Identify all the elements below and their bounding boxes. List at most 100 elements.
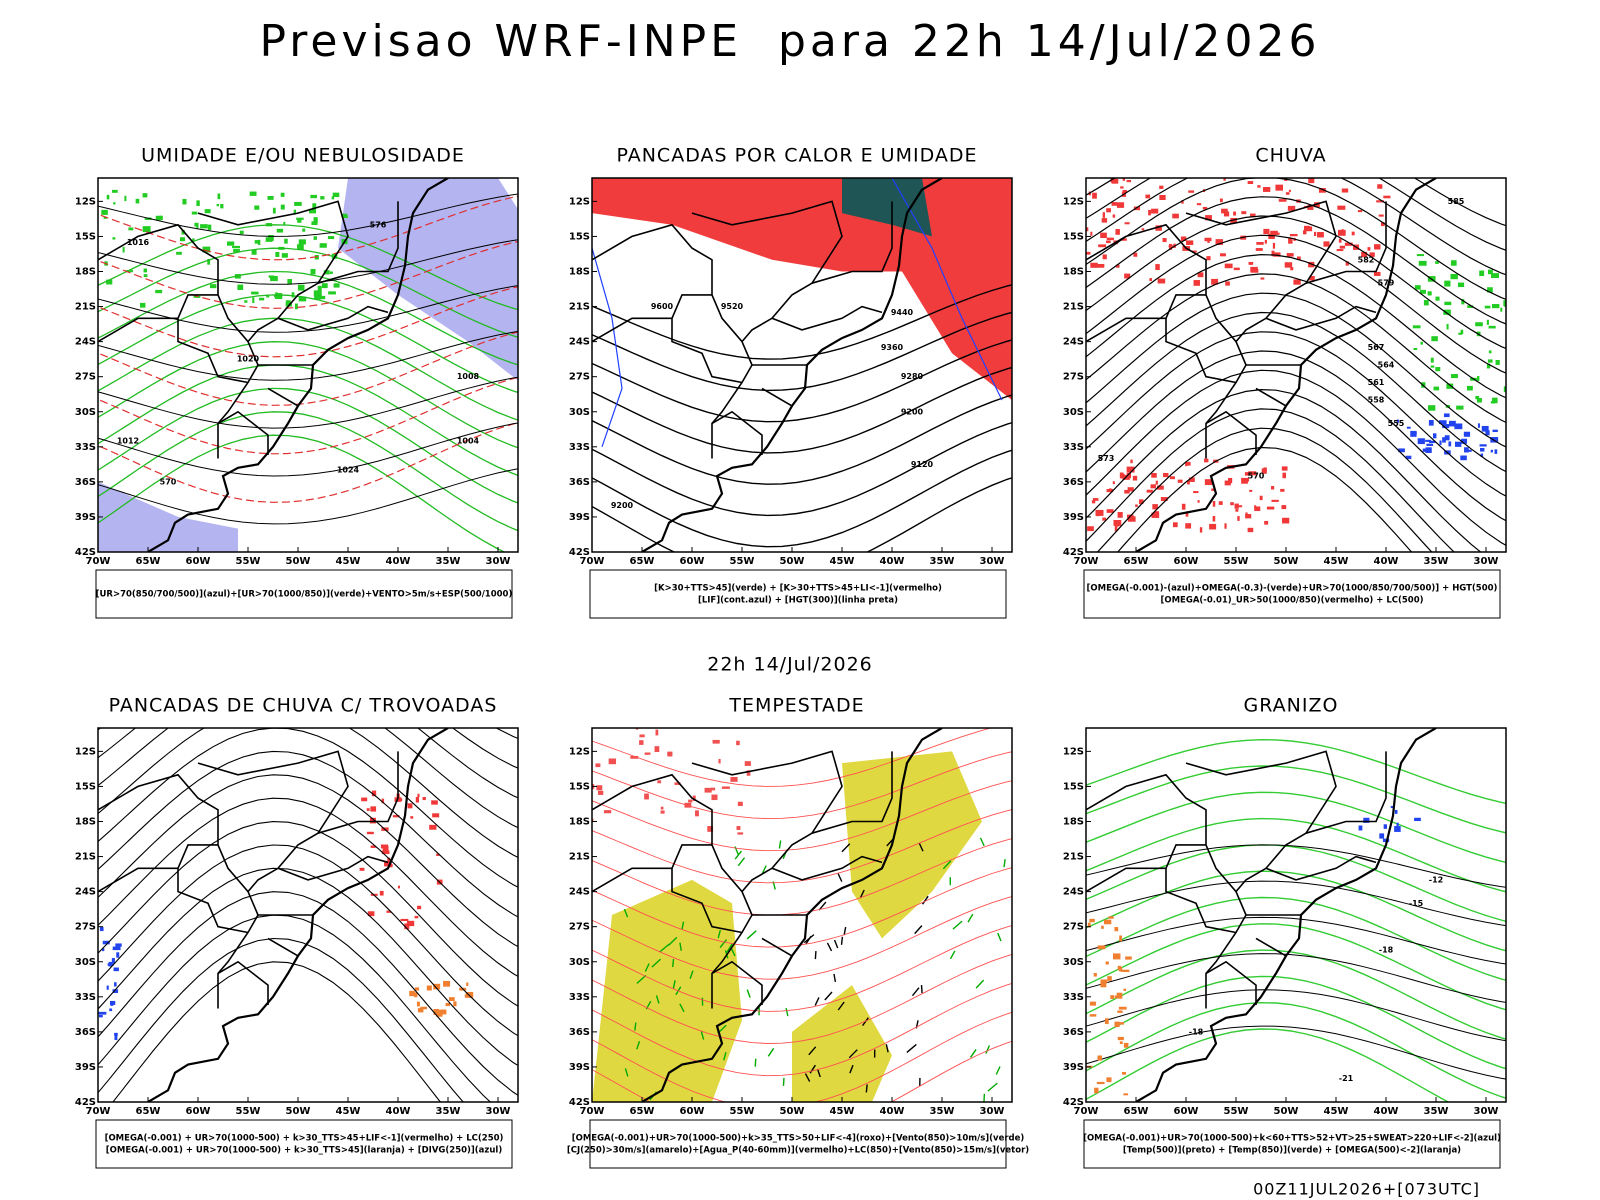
spot: [1260, 277, 1265, 280]
spot: [1211, 278, 1219, 285]
legend-text: [UR>70(850/700/500)](azul)+[UR>70(1000/8…: [96, 590, 513, 600]
spot: [135, 198, 140, 204]
contour: [1086, 844, 1506, 922]
spot: [1130, 459, 1133, 464]
contour: [98, 774, 518, 948]
contour: [1086, 331, 1506, 497]
spot: [1259, 495, 1263, 501]
contour: [1086, 388, 1482, 552]
spot: [312, 203, 317, 209]
legend-text: [OMEGA(-0.001)-(azul)+OMEGA(-0.3)-(verde…: [1087, 584, 1498, 594]
contour: [98, 844, 518, 1037]
contour: [592, 809, 1012, 884]
contour-label: 9440: [891, 308, 914, 317]
spot: [113, 967, 119, 972]
spot: [568, 833, 574, 837]
spot: [414, 915, 419, 919]
spot: [1457, 282, 1465, 288]
contour-label: 9200: [901, 407, 924, 416]
spot: [1151, 512, 1160, 518]
spot: [1461, 438, 1468, 444]
spot: [1417, 438, 1425, 445]
lon-label: 35W: [1424, 556, 1449, 567]
spot: [1287, 205, 1296, 211]
spot: [1377, 184, 1383, 189]
spot: [1118, 1022, 1125, 1025]
spot: [1106, 240, 1111, 244]
contour-label: 1008: [457, 372, 480, 381]
lat-label: 15S: [569, 231, 590, 242]
spot: [320, 196, 325, 200]
spot: [1284, 262, 1293, 268]
contour: [1086, 953, 1506, 1003]
spot: [294, 303, 298, 310]
contour: [112, 961, 442, 1102]
spot: [660, 810, 665, 814]
spot: [562, 785, 568, 789]
legend-text: [Temp(500)](preto) + [Temp(850)](verde) …: [1123, 1146, 1461, 1156]
spot: [433, 983, 441, 990]
spot: [1097, 263, 1105, 268]
spot: [1405, 455, 1412, 460]
lon-label: 45W: [336, 1106, 361, 1117]
spot: [1349, 172, 1353, 176]
spot: [1435, 367, 1441, 372]
wind-vector: [761, 865, 767, 874]
spot: [1446, 323, 1449, 330]
spot: [1241, 477, 1248, 484]
spot: [1118, 1006, 1127, 1010]
lat-label: 36S: [569, 477, 590, 488]
spot: [1116, 202, 1125, 208]
spot: [1090, 262, 1098, 268]
spot: [112, 946, 121, 951]
spot: [1107, 976, 1112, 981]
spot: [1364, 168, 1372, 173]
spot: [1456, 405, 1464, 410]
spot: [323, 270, 330, 275]
spot: [1119, 1041, 1123, 1045]
contour: [1165, 294, 1237, 384]
spot: [140, 302, 146, 308]
spot: [1087, 922, 1091, 928]
spot: [1429, 440, 1436, 444]
spot: [1336, 169, 1343, 174]
legend-box: [589, 1119, 1007, 1169]
lon-label: 50W: [286, 1106, 311, 1117]
wind-vector: [814, 997, 820, 1006]
spot: [736, 826, 741, 831]
contour: [592, 867, 672, 893]
spot: [101, 209, 108, 215]
lon-label: 65W: [1124, 556, 1149, 567]
spot: [1185, 511, 1189, 517]
spot: [308, 208, 317, 214]
spot: [1097, 1055, 1102, 1061]
lat-label: 12S: [75, 746, 96, 757]
lon-label: 30W: [1474, 556, 1499, 567]
spot: [1169, 476, 1175, 480]
spot: [438, 1009, 447, 1015]
wind-vector: [767, 1047, 775, 1057]
contour: [1086, 369, 1506, 546]
contour: [1086, 989, 1506, 1042]
spot: [1204, 458, 1209, 463]
spot: [1104, 1018, 1109, 1025]
spot: [1151, 473, 1157, 478]
spot: [1336, 249, 1344, 252]
lat-label: 36S: [1063, 1027, 1084, 1038]
spot: [1446, 383, 1454, 389]
lon-label: 65W: [136, 556, 161, 567]
lat-label: 33S: [1063, 992, 1084, 1003]
spot: [1317, 232, 1324, 238]
spot: [244, 300, 248, 303]
spot: [1261, 468, 1267, 474]
lat-label: 42S: [75, 547, 96, 558]
contour: [1255, 387, 1287, 407]
spot: [1427, 291, 1432, 296]
wind-vector: [921, 895, 929, 905]
spot: [380, 844, 388, 849]
spot: [1396, 822, 1399, 827]
spot: [711, 794, 718, 801]
spot: [1155, 264, 1160, 271]
shaded-area: [842, 178, 932, 237]
spot: [692, 795, 696, 801]
